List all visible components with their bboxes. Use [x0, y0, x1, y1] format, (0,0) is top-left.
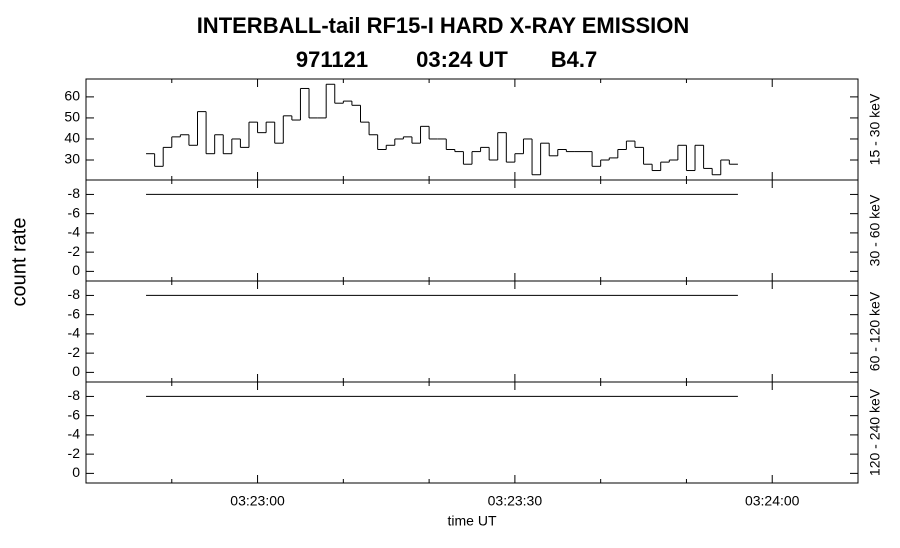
y-tick-label: -8 [68, 286, 81, 302]
panel-label: 120 - 240 keV [867, 388, 883, 476]
y-tick-label: -8 [68, 185, 81, 201]
panel-frame [85, 280, 859, 383]
panel-frame [85, 381, 859, 484]
y-tick-label: -4 [68, 224, 81, 240]
y-tick-label: 30 [64, 151, 80, 167]
chart-title: INTERBALL-tail RF15-I HARD X-RAY EMISSIO… [197, 13, 690, 38]
x-axis-label: time UT [448, 513, 497, 529]
subtitle-class: B4.7 [551, 47, 597, 72]
y-tick-label: -6 [68, 204, 81, 220]
y-tick-label: -2 [68, 344, 81, 360]
y-tick-label: -2 [68, 445, 81, 461]
y-tick-label: 0 [72, 464, 80, 480]
subtitle-date: 971121 [296, 47, 368, 72]
y-tick-label: -4 [68, 325, 81, 341]
panel-frame [85, 179, 859, 282]
y-tick-label: -8 [68, 387, 81, 403]
panel-label: 60 - 120 keV [867, 291, 883, 371]
panel-frame [85, 78, 859, 181]
x-tick-label: 03:24:00 [745, 493, 800, 509]
y-tick-label: -6 [68, 406, 81, 422]
y-tick-label: -2 [68, 243, 81, 259]
y-tick-label: 0 [72, 363, 80, 379]
subtitle-time: 03:24 UT [416, 47, 508, 72]
y-tick-label: 0 [72, 262, 80, 278]
y-tick-label: -4 [68, 426, 81, 442]
y-tick-label: 60 [64, 88, 80, 104]
y-tick-label: 50 [64, 109, 80, 125]
y-tick-label: -6 [68, 305, 81, 321]
panel-label: 30 - 60 keV [867, 194, 883, 266]
y-axis-label: count rate [8, 218, 30, 307]
y-tick-label: 40 [64, 130, 80, 146]
x-tick-label: 03:23:00 [230, 493, 285, 509]
x-tick-label: 03:23:30 [488, 493, 543, 509]
panel-label: 15 - 30 keV [867, 93, 883, 165]
